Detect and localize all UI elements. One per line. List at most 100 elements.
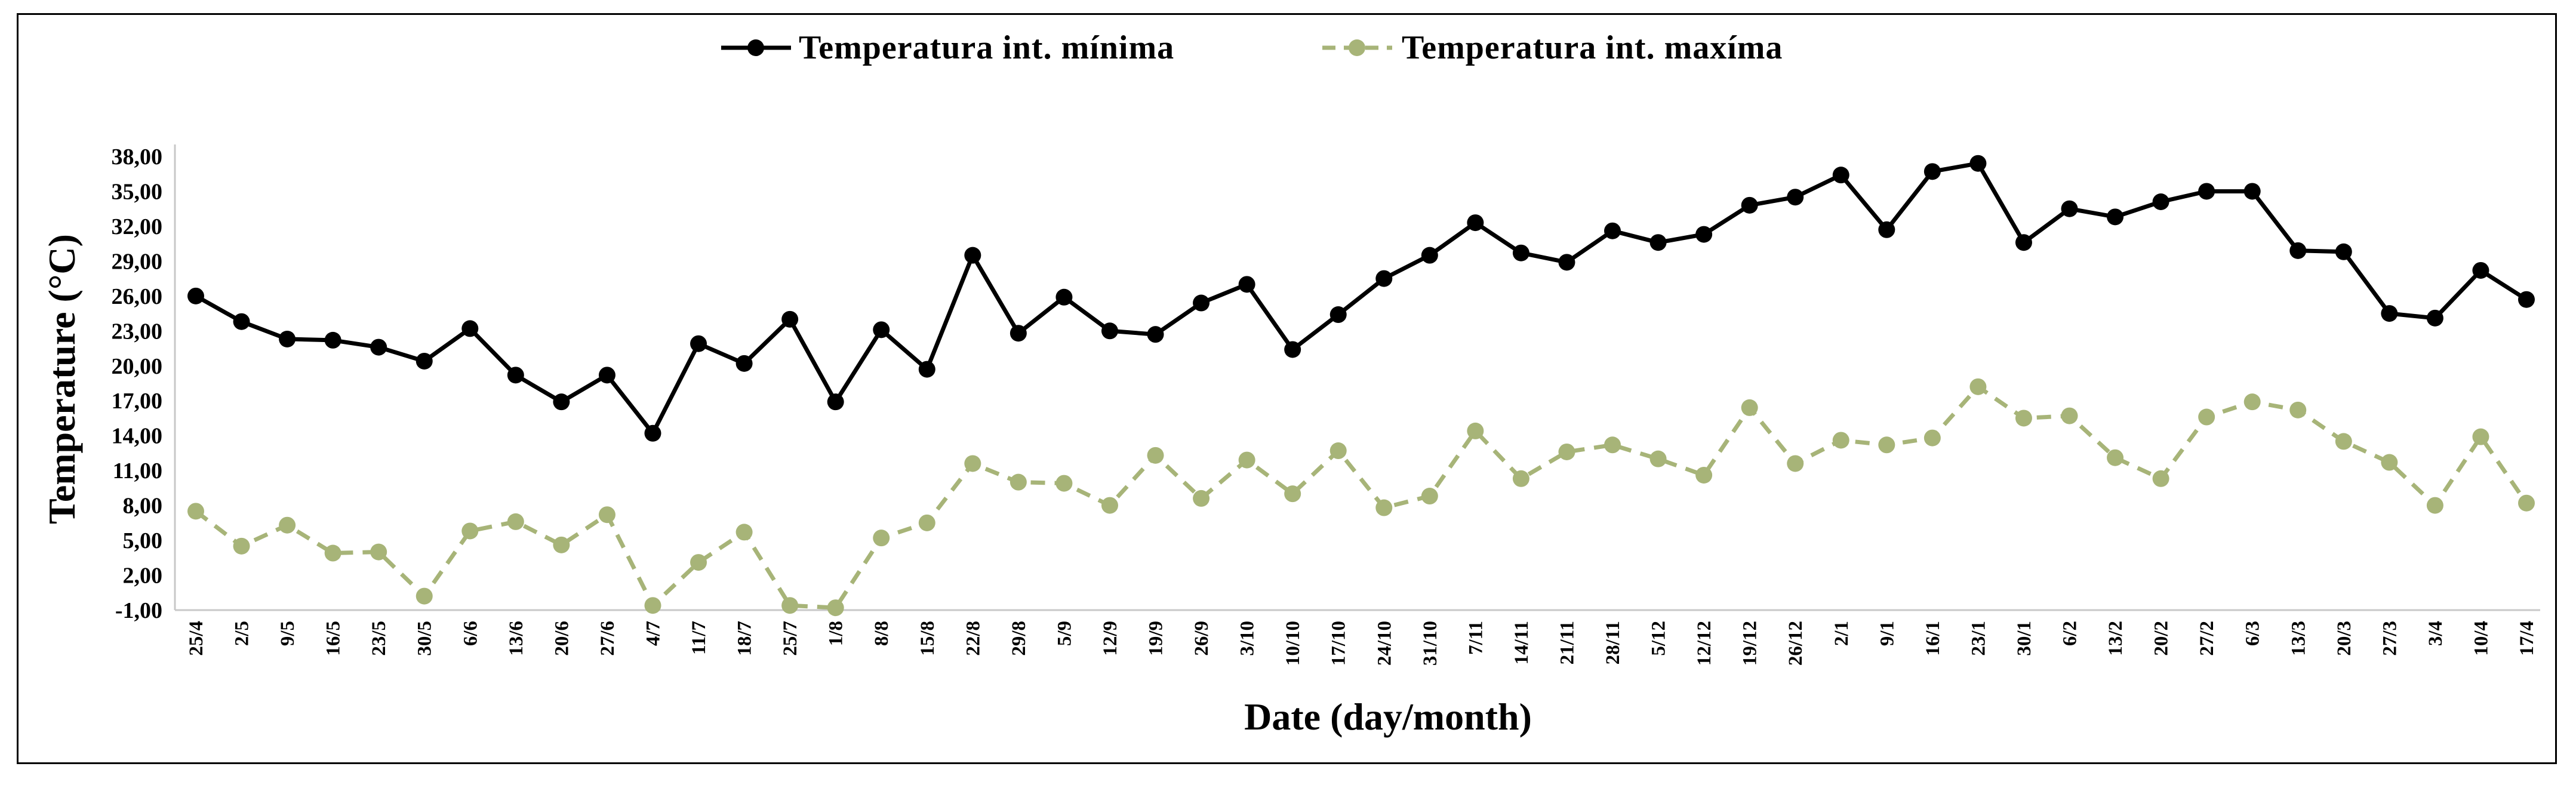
legend-item-minima[interactable]: Temperatura int. mínima — [721, 29, 1174, 66]
data-point-maxima[interactable] — [690, 554, 707, 571]
data-point-maxima[interactable] — [2061, 407, 2078, 424]
data-point-maxima[interactable] — [964, 455, 981, 472]
data-point-maxima[interactable] — [644, 597, 661, 614]
data-point-minima[interactable] — [1923, 163, 1941, 180]
data-point-maxima[interactable] — [781, 597, 799, 614]
data-point-maxima[interactable] — [2289, 401, 2307, 418]
data-point-minima[interactable] — [644, 424, 661, 442]
data-point-minima[interactable] — [2107, 208, 2124, 226]
data-point-minima[interactable] — [2472, 261, 2489, 279]
data-point-maxima[interactable] — [2381, 454, 2398, 471]
data-point-minima[interactable] — [1284, 341, 1301, 358]
data-point-minima[interactable] — [1193, 294, 1210, 312]
data-point-minima[interactable] — [370, 338, 387, 356]
data-point-maxima[interactable] — [2198, 408, 2215, 426]
data-point-minima[interactable] — [2243, 183, 2261, 200]
data-point-maxima[interactable] — [1421, 488, 1438, 505]
data-point-maxima[interactable] — [1878, 436, 1895, 454]
data-point-maxima[interactable] — [1741, 399, 1758, 416]
data-point-maxima[interactable] — [2335, 433, 2352, 450]
data-point-maxima[interactable] — [507, 513, 524, 530]
data-point-maxima[interactable] — [324, 544, 341, 562]
data-point-maxima[interactable] — [2472, 428, 2489, 445]
data-point-minima[interactable] — [2381, 305, 2398, 322]
data-point-minima[interactable] — [1055, 288, 1073, 306]
data-point-maxima[interactable] — [1284, 485, 1301, 503]
data-point-minima[interactable] — [461, 320, 479, 337]
data-point-maxima[interactable] — [233, 537, 250, 555]
data-point-minima[interactable] — [2015, 234, 2032, 251]
data-point-maxima[interactable] — [2015, 410, 2032, 427]
data-point-maxima[interactable] — [1375, 499, 1393, 516]
data-point-minima[interactable] — [1741, 196, 1758, 214]
data-point-maxima[interactable] — [461, 522, 479, 540]
data-point-maxima[interactable] — [1101, 497, 1118, 514]
data-point-maxima[interactable] — [2518, 494, 2535, 512]
data-point-maxima[interactable] — [1467, 422, 1484, 439]
data-point-minima[interactable] — [2061, 200, 2078, 217]
data-point-minima[interactable] — [873, 321, 890, 338]
data-point-maxima[interactable] — [1969, 378, 1987, 395]
data-point-minima[interactable] — [827, 393, 844, 411]
data-point-minima[interactable] — [781, 310, 799, 328]
data-point-minima[interactable] — [2152, 193, 2169, 210]
data-point-minima[interactable] — [1649, 234, 1667, 251]
data-point-minima[interactable] — [2518, 291, 2535, 308]
data-point-maxima[interactable] — [187, 503, 204, 520]
data-point-maxima[interactable] — [2426, 497, 2443, 514]
data-point-minima[interactable] — [2289, 242, 2307, 259]
data-point-maxima[interactable] — [1147, 447, 1164, 464]
data-point-minima[interactable] — [1010, 325, 1027, 342]
data-point-minima[interactable] — [1421, 247, 1438, 264]
data-point-maxima[interactable] — [1695, 466, 1713, 484]
data-point-maxima[interactable] — [553, 536, 570, 553]
data-point-maxima[interactable] — [2243, 393, 2261, 411]
data-point-maxima[interactable] — [416, 587, 433, 605]
data-point-maxima[interactable] — [827, 599, 844, 617]
data-point-minima[interactable] — [2198, 183, 2215, 200]
data-point-maxima[interactable] — [1649, 450, 1667, 467]
data-point-maxima[interactable] — [918, 514, 935, 531]
data-point-minima[interactable] — [507, 367, 524, 384]
data-point-maxima[interactable] — [735, 524, 753, 541]
data-point-minima[interactable] — [1467, 214, 1484, 232]
data-point-minima[interactable] — [1375, 270, 1393, 287]
data-point-maxima[interactable] — [1558, 443, 1575, 460]
data-point-maxima[interactable] — [1193, 490, 1210, 507]
data-point-maxima[interactable] — [1787, 455, 1804, 472]
data-point-minima[interactable] — [1558, 254, 1575, 271]
data-point-minima[interactable] — [1101, 322, 1118, 340]
data-point-minima[interactable] — [1329, 306, 1347, 324]
data-point-maxima[interactable] — [1832, 432, 1849, 449]
data-point-minima[interactable] — [1878, 221, 1895, 238]
data-point-maxima[interactable] — [1923, 429, 1941, 447]
data-point-minima[interactable] — [1147, 326, 1164, 343]
data-point-minima[interactable] — [187, 287, 204, 304]
data-point-minima[interactable] — [690, 335, 707, 352]
data-point-minima[interactable] — [1787, 189, 1804, 206]
data-point-maxima[interactable] — [279, 516, 296, 534]
data-point-minima[interactable] — [553, 393, 570, 411]
data-point-minima[interactable] — [1969, 155, 1987, 172]
data-point-minima[interactable] — [735, 355, 753, 372]
data-point-maxima[interactable] — [1512, 470, 1529, 487]
data-point-minima[interactable] — [964, 247, 981, 264]
data-point-minima[interactable] — [279, 330, 296, 347]
data-point-maxima[interactable] — [1055, 475, 1073, 492]
data-point-maxima[interactable] — [1238, 451, 1255, 469]
data-point-minima[interactable] — [598, 367, 615, 384]
data-point-minima[interactable] — [1604, 222, 1621, 239]
data-point-minima[interactable] — [1695, 226, 1713, 243]
data-point-minima[interactable] — [2335, 243, 2352, 260]
data-point-maxima[interactable] — [2152, 470, 2169, 487]
data-point-minima[interactable] — [233, 313, 250, 330]
data-point-maxima[interactable] — [2107, 449, 2124, 466]
data-point-minima[interactable] — [1512, 244, 1529, 261]
data-point-minima[interactable] — [324, 331, 341, 349]
data-point-maxima[interactable] — [598, 506, 615, 524]
data-point-minima[interactable] — [918, 361, 935, 378]
data-point-minima[interactable] — [2426, 309, 2443, 327]
data-point-minima[interactable] — [1238, 276, 1255, 293]
legend-item-maxima[interactable]: Temperatura int. maxíma — [1322, 29, 1783, 66]
data-point-maxima[interactable] — [1604, 436, 1621, 454]
